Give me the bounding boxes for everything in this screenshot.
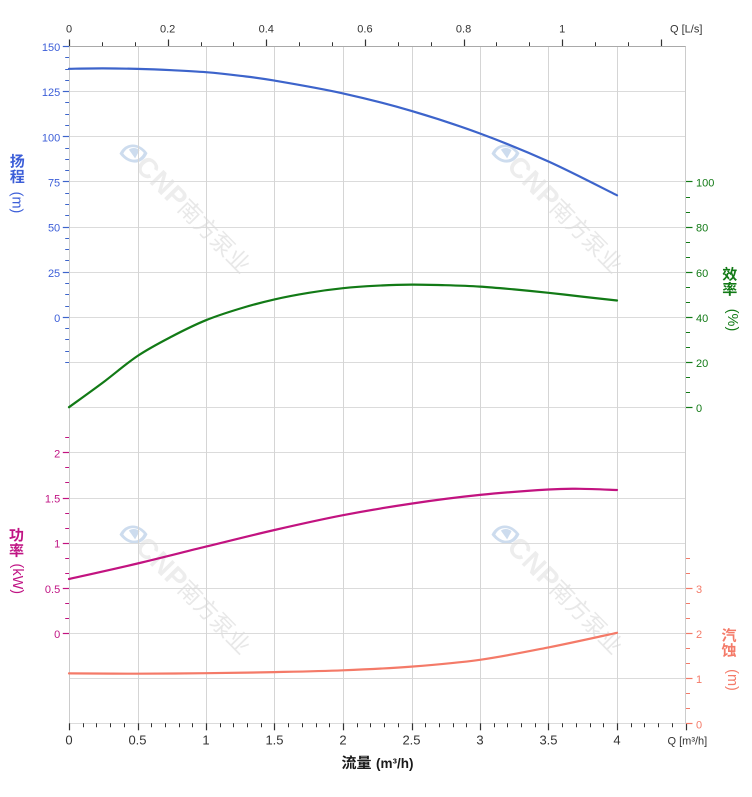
svg-text:150: 150 [42, 42, 60, 54]
svg-text:40: 40 [696, 313, 708, 325]
svg-text:1: 1 [202, 732, 209, 747]
svg-text:0: 0 [65, 732, 72, 747]
svg-text:1: 1 [559, 24, 565, 36]
svg-text:4: 4 [613, 732, 620, 747]
svg-text:2: 2 [696, 629, 702, 641]
svg-text:0.5: 0.5 [128, 732, 146, 747]
svg-text:(kW): (kW) [9, 564, 25, 595]
svg-text:3.5: 3.5 [539, 732, 557, 747]
svg-text:0: 0 [54, 313, 60, 325]
svg-text:0: 0 [696, 403, 702, 415]
svg-text:0: 0 [66, 24, 72, 36]
svg-text:1.5: 1.5 [265, 732, 283, 747]
svg-text:0.6: 0.6 [357, 24, 372, 36]
svg-text:80: 80 [696, 223, 708, 235]
svg-text:(m): (m) [9, 192, 25, 214]
svg-text:100: 100 [42, 132, 60, 144]
svg-text:2: 2 [54, 448, 60, 460]
svg-text:60: 60 [696, 268, 708, 280]
svg-text:20: 20 [696, 358, 708, 370]
svg-text:75: 75 [48, 177, 60, 189]
svg-text:Q [m³/h]: Q [m³/h] [668, 735, 708, 747]
svg-text:0: 0 [54, 629, 60, 641]
svg-text:1: 1 [696, 674, 702, 686]
svg-text:50: 50 [48, 223, 60, 235]
svg-text:2: 2 [339, 732, 346, 747]
svg-text:125: 125 [42, 87, 60, 99]
svg-text:1.5: 1.5 [45, 494, 60, 506]
svg-text:(%): (%) [724, 309, 740, 332]
svg-text:0.4: 0.4 [259, 24, 274, 36]
svg-text:0: 0 [696, 719, 702, 731]
svg-text:25: 25 [48, 268, 60, 280]
svg-text:0.8: 0.8 [456, 24, 471, 36]
svg-text:0.5: 0.5 [45, 584, 60, 596]
svg-text:0.2: 0.2 [160, 24, 175, 36]
svg-text:1: 1 [54, 539, 60, 551]
svg-text:3: 3 [696, 584, 702, 596]
svg-text:100: 100 [696, 177, 714, 189]
svg-text:Q [L/s]: Q [L/s] [670, 24, 702, 36]
svg-text:2.5: 2.5 [402, 732, 420, 747]
svg-text:(m): (m) [724, 669, 740, 691]
svg-text:(m³/h): (m³/h) [376, 756, 414, 771]
svg-text:3: 3 [476, 732, 483, 747]
